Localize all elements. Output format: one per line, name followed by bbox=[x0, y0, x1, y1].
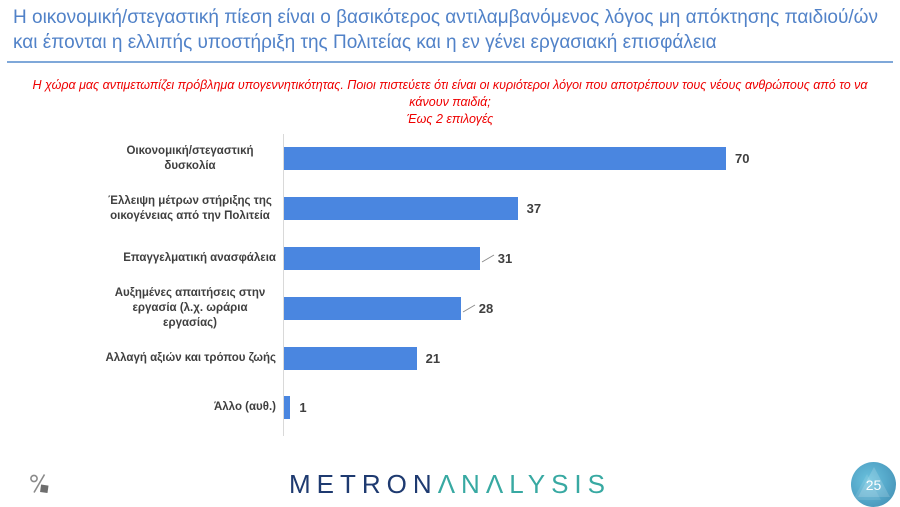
leader-line bbox=[462, 304, 476, 313]
category-label: Αυξημένες απαιτήσεις στην εργασία (λ.χ. … bbox=[0, 286, 283, 331]
metron-analysis-logo: METRONΛNΛLYSIS bbox=[0, 469, 900, 500]
bar-chart: Οικονομική/στεγαστική δυσκολία 70 Έλλειψη … bbox=[0, 134, 900, 436]
leader-line bbox=[481, 255, 494, 263]
category-label: Άλλο (αυθ.) bbox=[0, 400, 283, 415]
category-label-text: Έλλειψη μέτρων στήριξης της οικογένειας … bbox=[108, 194, 272, 222]
badge-triangle-decoration bbox=[853, 467, 890, 500]
chart-row: Οικονομική/στεγαστική δυσκολία 70 bbox=[0, 134, 900, 184]
category-axis-line bbox=[283, 134, 284, 436]
value-label: 37 bbox=[526, 201, 542, 217]
chart-row: Έλλειψη μέτρων στήριξης της οικογένειας … bbox=[0, 184, 900, 234]
bar-zone: 70 bbox=[283, 147, 900, 171]
survey-question-text: Η χώρα μας αντιμετωπίζει πρόβλημα υπογεν… bbox=[32, 78, 868, 109]
bar bbox=[284, 296, 461, 320]
bar-zone: 28 bbox=[283, 296, 900, 320]
value-label: 21 bbox=[425, 350, 441, 366]
value-label: 70 bbox=[735, 151, 750, 167]
bar-zone: 31 bbox=[283, 246, 900, 270]
chart-row: Αυξημένες απαιτήσεις στην εργασία (λ.χ. … bbox=[0, 283, 900, 333]
category-label-text: Αλλαγή αξιών και τρόπου ζωής bbox=[105, 351, 276, 364]
bar-zone: 37 bbox=[283, 197, 900, 221]
category-label: Επαγγελματική ανασφάλεια bbox=[0, 251, 283, 266]
category-label-text: Επαγγελματική ανασφάλεια bbox=[123, 252, 276, 265]
logo-metron-text: METRON bbox=[289, 469, 438, 499]
slide-title: Η οικονομική/στεγαστική πίεση είναι ο βα… bbox=[13, 7, 879, 53]
category-label: Έλλειψη μέτρων στήριξης της οικογένειας … bbox=[0, 194, 283, 224]
value-label: 31 bbox=[497, 250, 513, 266]
bar-zone: 1 bbox=[283, 396, 900, 420]
percent-dice-icon bbox=[30, 474, 49, 494]
value-label: 1 bbox=[299, 400, 307, 416]
bar bbox=[284, 197, 518, 221]
chart-row: Αλλαγή αξιών και τρόπου ζωής 21 bbox=[0, 333, 900, 383]
bar bbox=[284, 147, 726, 171]
page-number: 25 bbox=[865, 476, 882, 493]
bar-rows: Οικονομική/στεγαστική δυσκολία 70 Έλλειψη … bbox=[0, 134, 900, 433]
bar bbox=[284, 346, 417, 370]
bar bbox=[284, 246, 480, 270]
page-number-badge: 25 bbox=[851, 462, 896, 507]
chart-row: Επαγγελματική ανασφάλεια 31 bbox=[0, 234, 900, 284]
category-label-text: Οικονομική/στεγαστική δυσκολία bbox=[126, 144, 254, 172]
survey-question-note: Έως 2 επιλογές bbox=[406, 112, 494, 126]
value-label: 28 bbox=[478, 300, 494, 316]
chart-row: Άλλο (αυθ.) 1 bbox=[0, 383, 900, 433]
bar bbox=[284, 396, 291, 420]
title-underline bbox=[7, 61, 893, 63]
logo-analysis-text: ΛNΛLYSIS bbox=[437, 469, 611, 499]
bar-zone: 21 bbox=[283, 346, 900, 370]
category-label: Οικονομική/στεγαστική δυσκολία bbox=[0, 144, 283, 174]
category-label-text: Αυξημένες απαιτήσεις στην εργασία (λ.χ. … bbox=[114, 286, 266, 329]
category-label-text: Άλλο (αυθ.) bbox=[213, 401, 276, 414]
survey-question: Η χώρα μας αντιμετωπίζει πρόβλημα υπογεν… bbox=[15, 77, 885, 128]
category-label: Αλλαγή αξιών και τρόπου ζωής bbox=[0, 351, 283, 366]
